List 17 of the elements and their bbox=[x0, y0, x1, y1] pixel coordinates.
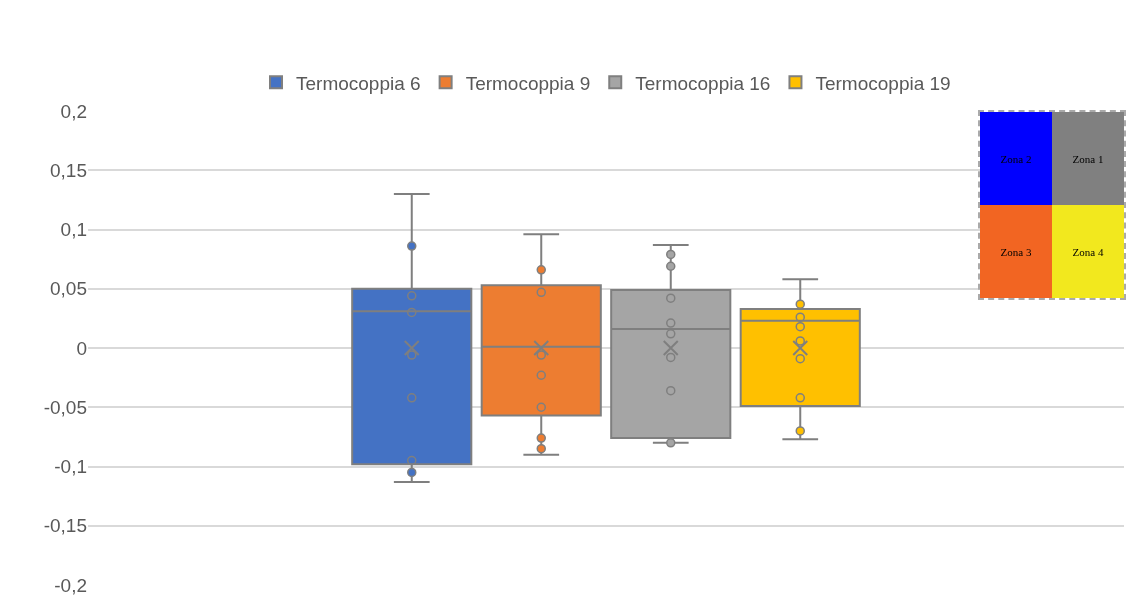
y-tick-label: -0,05 bbox=[43, 396, 87, 418]
annotation: Zona 2 bbox=[980, 112, 1052, 205]
y-tick-label: 0,05 bbox=[50, 278, 87, 300]
y-tick-label: 0 bbox=[76, 337, 87, 359]
annotation: Zona 1 bbox=[1052, 112, 1124, 205]
y-tick-label: 0,15 bbox=[50, 159, 87, 181]
annotation: Zona 3 bbox=[980, 205, 1052, 298]
y-tick-label: -0,15 bbox=[43, 515, 87, 537]
legend-label: Termocoppia 9 bbox=[465, 72, 591, 94]
y-tick-label: 0,1 bbox=[60, 219, 87, 241]
annotation: Zona 4 bbox=[1052, 205, 1124, 298]
y-tick-label: -0,1 bbox=[54, 456, 87, 478]
legend-label: Termocoppia 6 bbox=[296, 72, 421, 94]
y-tick-label: 0,2 bbox=[60, 100, 87, 122]
legend-label: Termocoppia 19 bbox=[815, 72, 951, 94]
y-tick-label: -0,2 bbox=[54, 574, 87, 596]
legend-label: Termocoppia 16 bbox=[635, 72, 771, 94]
